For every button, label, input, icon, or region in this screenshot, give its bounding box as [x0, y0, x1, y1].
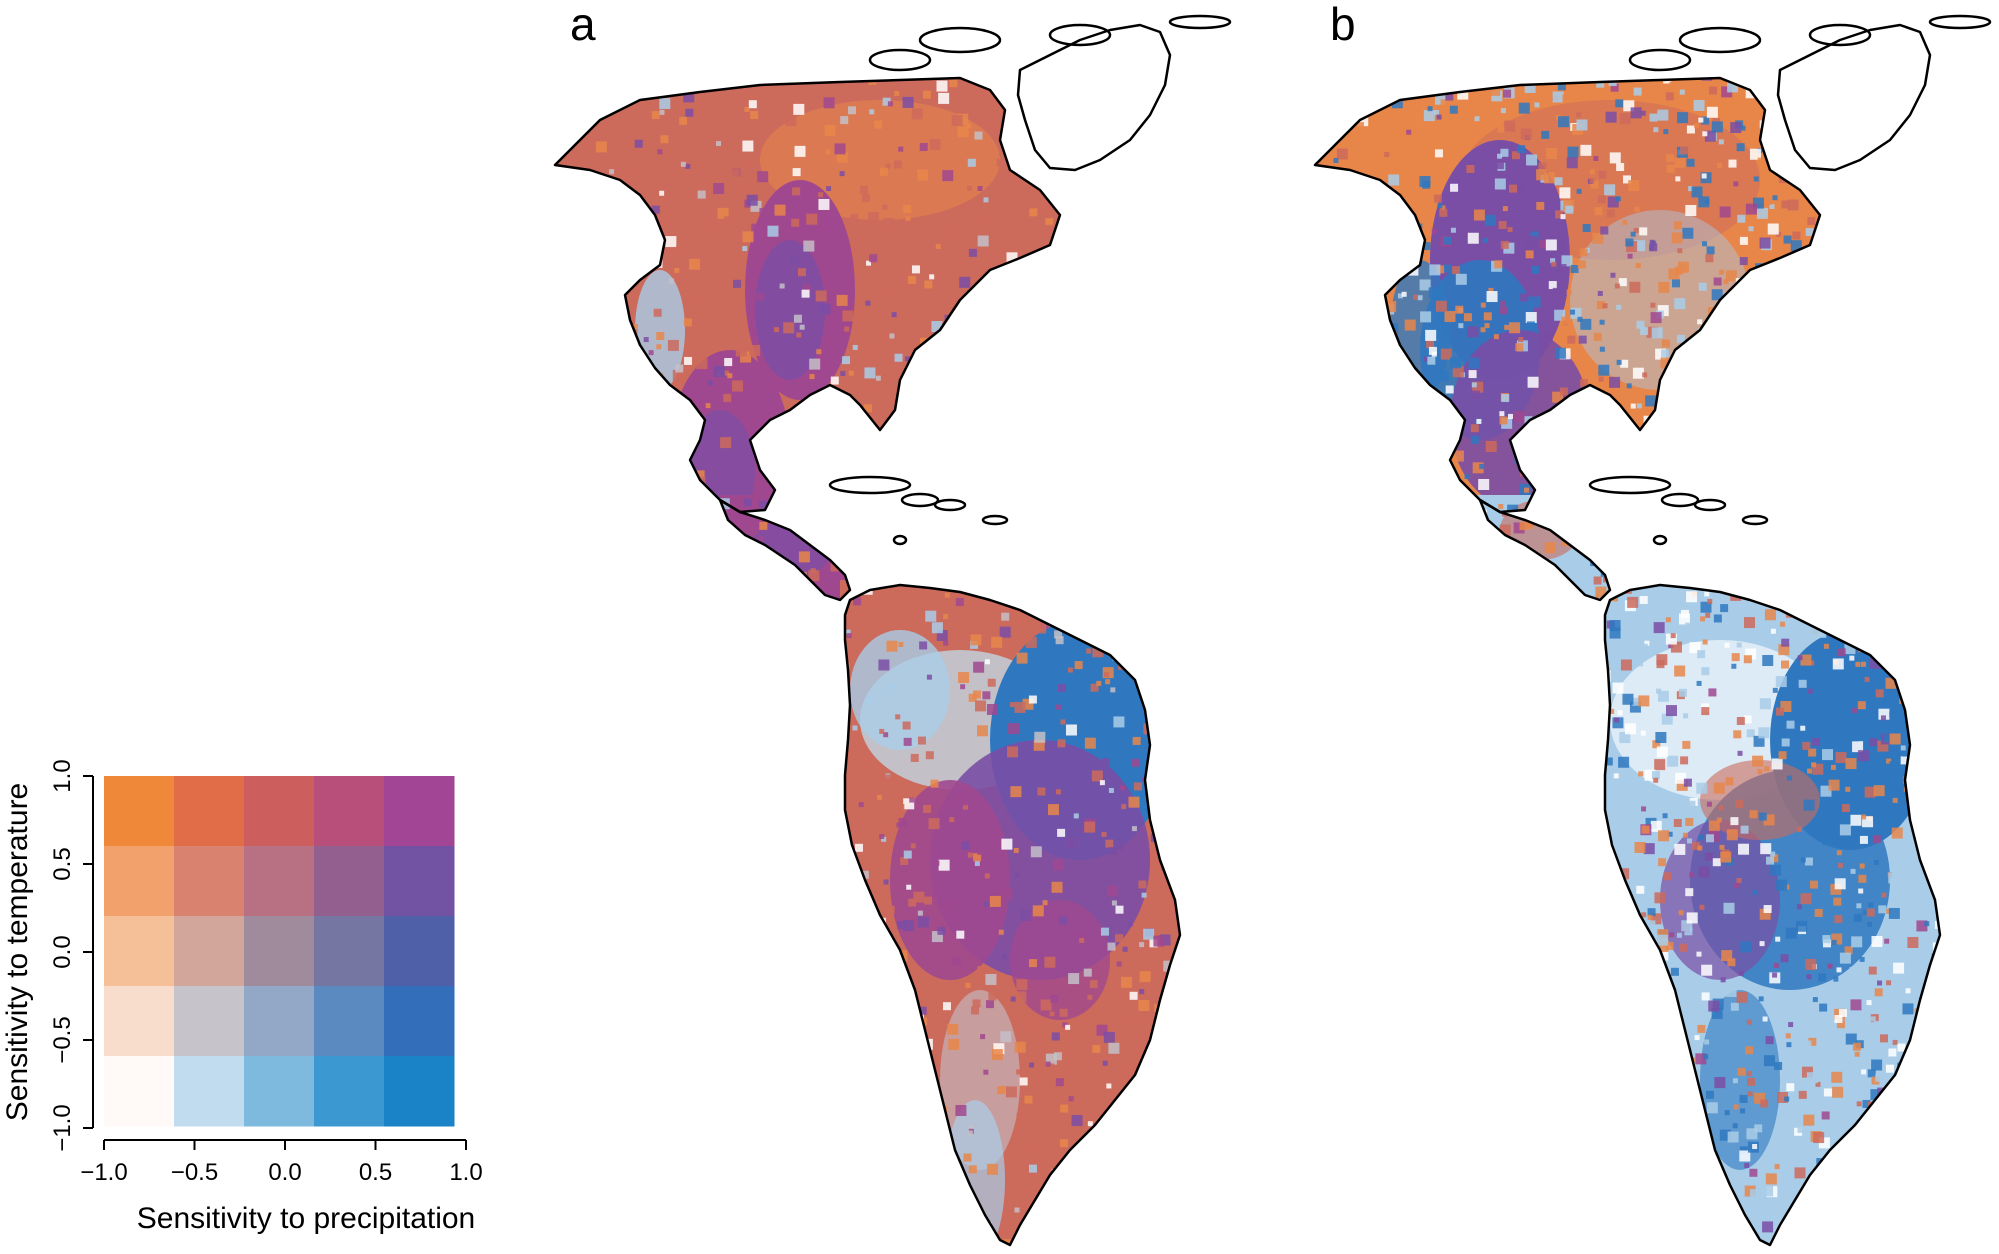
arctic-island-outline — [918, 26, 1002, 54]
legend-cell-r1-c0 — [104, 846, 175, 917]
legend-cell-r1-c1 — [174, 846, 245, 917]
legend-y-tick-label: 1.0 — [49, 759, 76, 792]
arctic-island-outline — [1808, 23, 1872, 47]
island-outline — [933, 498, 967, 512]
legend-cell-r4-c3 — [314, 1056, 385, 1127]
arctic-island-outline — [1628, 48, 1692, 72]
legend-cell-r3-c1 — [174, 986, 245, 1057]
map-b — [1313, 14, 1992, 1247]
bivariate-legend: −1.0 −0.5 0.0 0.5 1.0 −1.0 −0.5 0.0 0.5 1.0 Sens… — [1, 759, 483, 1235]
legend-x-tick-label: 1.0 — [449, 1159, 482, 1186]
arctic-island-outline — [1168, 14, 1232, 30]
legend-cell-r3-c3 — [314, 986, 385, 1057]
legend-x-tick-label: 0.5 — [359, 1159, 392, 1186]
legend-x-tick-label: 0.0 — [268, 1159, 301, 1186]
map-a — [553, 14, 1232, 1247]
arctic-island-outline — [1678, 26, 1762, 54]
legend-cell-r4-c4 — [384, 1056, 455, 1127]
legend-y-tick-label: −1.0 — [49, 1104, 76, 1151]
legend-y-tick-label: −0.5 — [49, 1016, 76, 1063]
legend-y-tick-label: 0.5 — [49, 847, 76, 880]
island-outline — [1588, 475, 1672, 495]
legend-x-ticks: −1.0 −0.5 0.0 0.5 1.0 — [80, 1140, 483, 1186]
map-fill — [555, 78, 1180, 1245]
island-outline — [1660, 492, 1700, 508]
legend-y-ticks: −1.0 −0.5 0.0 0.5 1.0 — [49, 759, 93, 1152]
legend-cell-r3-c0 — [104, 986, 175, 1057]
map-panel-a: a — [553, 0, 1232, 1247]
island-outline — [1741, 514, 1769, 526]
map-fill — [1315, 78, 1940, 1245]
legend-x-tick-label: −0.5 — [171, 1159, 218, 1186]
island-outline — [1652, 534, 1668, 546]
legend-y-title: Sensitivity to temperature — [1, 783, 34, 1121]
map-panel-b: b — [1313, 0, 1992, 1247]
legend-cell-r2-c0 — [104, 916, 175, 987]
island-outline — [892, 534, 908, 546]
legend-color-grid — [104, 776, 455, 1127]
legend-cell-r1-c4 — [384, 846, 455, 917]
legend-cell-r1-c2 — [244, 846, 315, 917]
legend-cell-r2-c3 — [314, 916, 385, 987]
coastline — [1313, 14, 1992, 1247]
arctic-island-outline — [868, 48, 932, 72]
legend-cell-r1-c3 — [314, 846, 385, 917]
panel-label-b: b — [1330, 0, 1356, 50]
island-outline — [900, 492, 940, 508]
panel-label-a: a — [570, 0, 596, 50]
legend-x-tick-label: −1.0 — [80, 1159, 127, 1186]
island-outline — [828, 475, 912, 495]
arctic-island-outline — [1928, 14, 1992, 30]
legend-cell-r0-c1 — [174, 776, 245, 847]
legend-cell-r2-c4 — [384, 916, 455, 987]
legend-cell-r2-c1 — [174, 916, 245, 987]
legend-cell-r4-c0 — [104, 1056, 175, 1127]
legend-cell-r3-c4 — [384, 986, 455, 1057]
legend-cell-r0-c3 — [314, 776, 385, 847]
island-outline — [981, 514, 1009, 526]
coastline — [553, 14, 1232, 1247]
legend-cell-r3-c2 — [244, 986, 315, 1057]
legend-cell-r0-c2 — [244, 776, 315, 847]
legend-cell-r0-c0 — [104, 776, 175, 847]
legend-cell-r0-c4 — [384, 776, 455, 847]
arctic-island-outline — [1048, 23, 1112, 47]
legend-cell-r2-c2 — [244, 916, 315, 987]
legend-cell-r4-c2 — [244, 1056, 315, 1127]
legend-y-tick-label: 0.0 — [49, 935, 76, 968]
legend-cell-r4-c1 — [174, 1056, 245, 1127]
island-outline — [1693, 498, 1727, 512]
legend-x-title: Sensitivity to precipitation — [137, 1202, 476, 1235]
